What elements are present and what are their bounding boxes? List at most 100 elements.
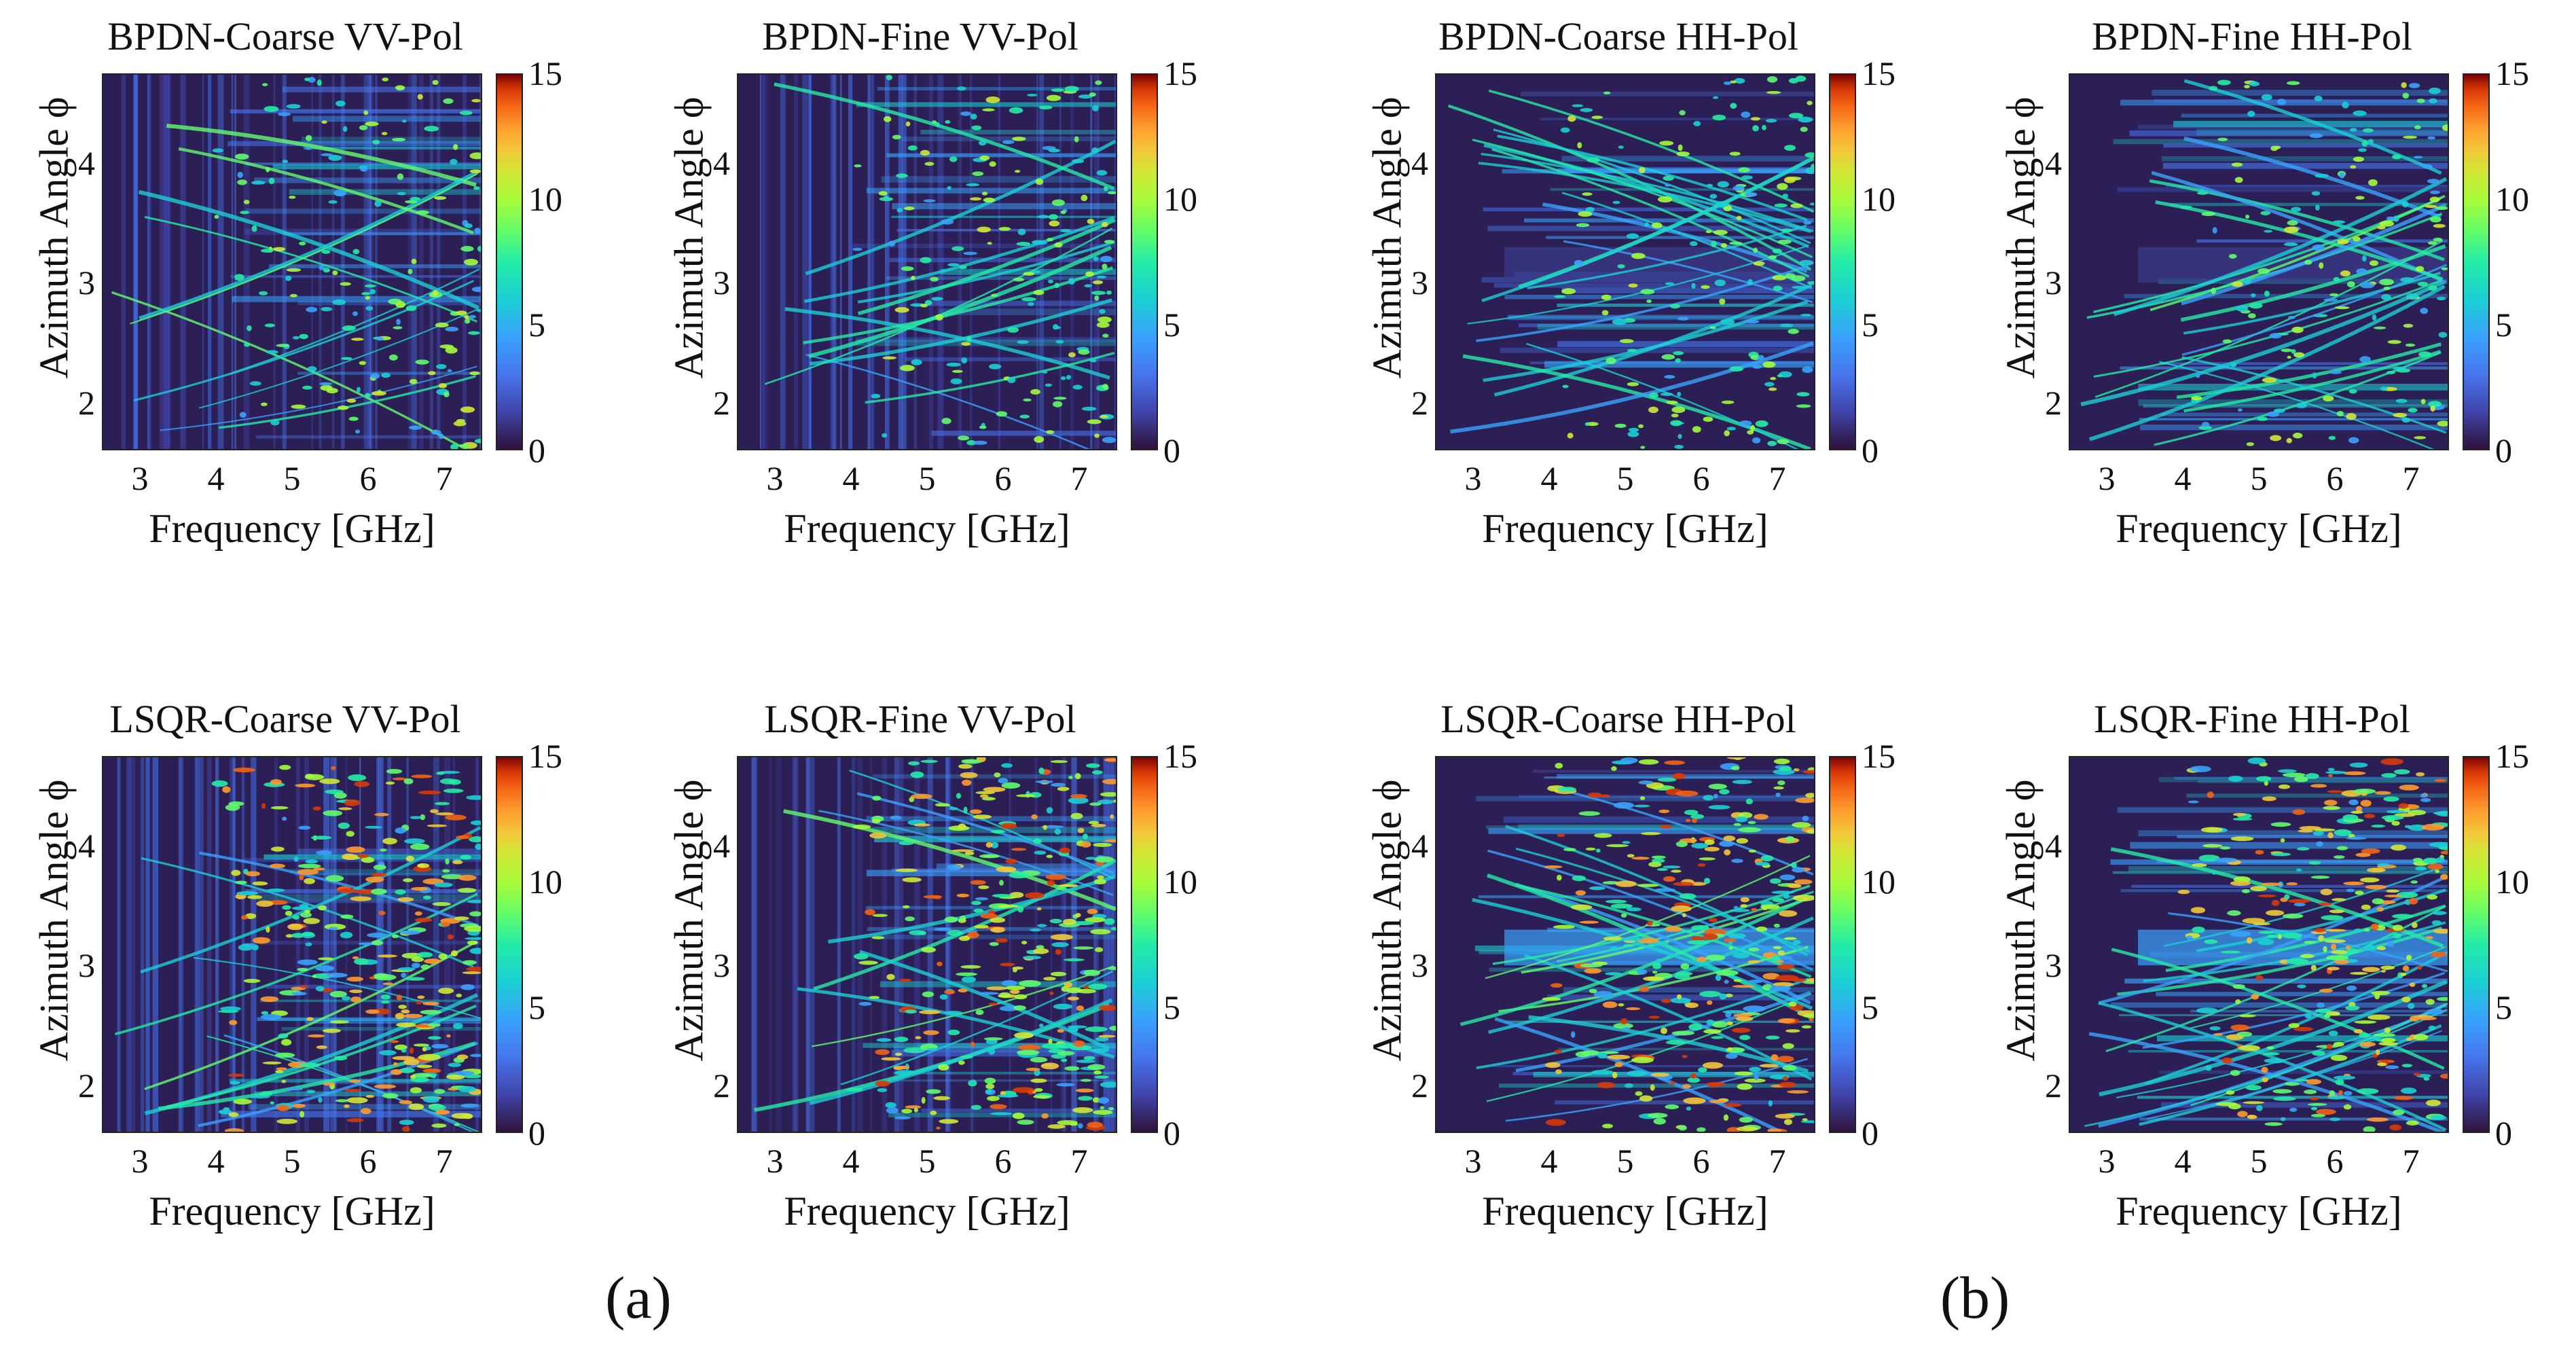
speckle [2371,824,2386,828]
horizontal-band [2117,807,2448,813]
speckle [975,791,996,795]
speckle [2389,1124,2402,1131]
speckle [1014,1032,1034,1039]
speckle [413,1043,430,1047]
vertical-band [195,757,200,1132]
horizontal-band [290,869,481,874]
arc-curve [2088,1032,2445,1132]
speckle [2386,889,2399,893]
speckle [238,944,253,951]
vertical-band [134,75,138,449]
vertical-band [998,75,1000,449]
speckle [2297,984,2306,988]
speckle [1042,370,1048,374]
speckle [1057,1051,1075,1056]
colorbar-tick-label: 15 [2495,54,2529,92]
speckle [1777,1018,1796,1024]
speckle [2365,884,2387,890]
speckle [1612,200,1620,204]
speckle [989,1003,998,1006]
speckle [397,897,414,902]
speckle [2395,399,2408,403]
speckle [2312,1051,2325,1056]
speckle [1049,220,1060,227]
speckle [1639,1095,1653,1102]
speckle [418,790,441,795]
speckle [453,420,467,427]
speckle [328,200,338,204]
speckle [2198,425,2213,430]
speckle [921,947,937,953]
speckle [304,910,311,914]
vertical-band [231,75,234,449]
speckle [994,772,1001,778]
speckle [2404,825,2412,829]
speckle [1093,878,1106,885]
speckle [469,911,481,917]
speckle [1639,796,1646,801]
y-tick-label: 3 [1411,264,1428,302]
speckle [325,875,344,882]
horizontal-band [1546,236,1814,239]
speckle [2334,829,2352,836]
speckle [975,1009,984,1015]
speckle [467,940,478,946]
speckle [1030,1078,1047,1083]
speckle [1000,823,1017,829]
speckle [2202,844,2223,848]
speckle [250,1095,270,1098]
colorbar-ticks: 0 5 10 15 [1163,54,1224,469]
speckle [1648,861,1662,867]
speckle [1042,825,1047,830]
speckle [904,206,915,211]
speckle [2366,1117,2389,1122]
speckle [1056,1083,1075,1087]
speckle [279,765,291,770]
speckle [305,859,318,864]
horizontal-band [2138,830,2448,837]
vertical-band [1108,757,1112,1132]
speckle [2393,769,2410,775]
speckle [956,793,962,799]
speckle [306,1017,314,1022]
horizontal-band [2112,871,2448,874]
speckle [2327,1096,2346,1100]
colorbar-tick-label: 5 [528,306,545,344]
speckle [371,391,386,396]
vertical-band [126,757,131,1132]
speckle [349,989,363,994]
speckle [1093,256,1099,261]
speckle [428,1023,441,1027]
speckle [2272,1089,2292,1094]
speckle [338,807,352,810]
vertical-band [444,757,451,1132]
speckle [1773,285,1783,291]
colorbar-ticks: 0 5 10 15 [2495,54,2556,469]
x-tick-label: 3 [131,459,149,497]
arc-curve [2149,179,2445,262]
speckle [416,210,429,215]
speckle [1675,358,1681,363]
speckle [1002,140,1015,145]
speckle [1073,946,1094,950]
speckle [1054,283,1059,289]
vertical-band [1093,75,1100,449]
horizontal-band [1508,315,1814,319]
x-axis-label: Frequency [GHz] [784,1189,1070,1234]
speckle [232,767,256,772]
speckle [2287,315,2296,319]
speckle [278,1033,289,1039]
horizontal-band [872,774,1116,779]
speckle [1772,249,1782,254]
speckle [315,986,325,992]
horizontal-band [293,115,481,122]
speckle [1663,876,1675,882]
speckle [275,1070,284,1073]
y-tick-label: 2 [1411,1066,1428,1104]
speckle [1035,780,1054,784]
horizontal-band [289,189,481,195]
speckle [1613,802,1635,809]
